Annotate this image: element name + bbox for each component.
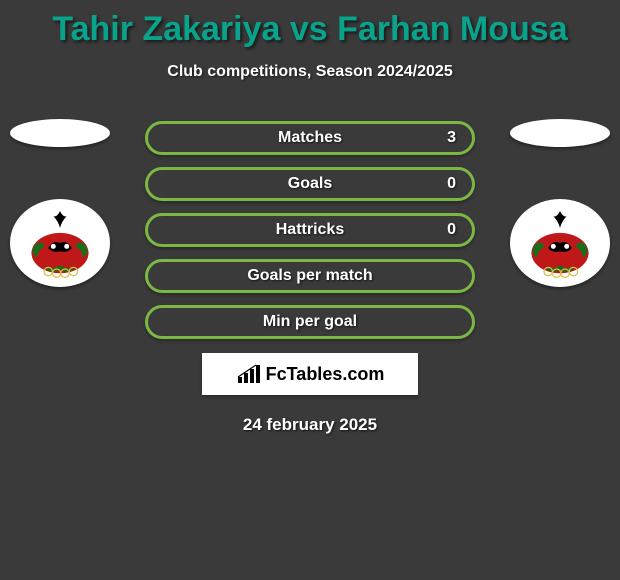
brand-badge: FcTables.com bbox=[202, 353, 418, 395]
comparison-card: Tahir Zakariya vs Farhan Mousa Club comp… bbox=[0, 0, 620, 580]
stat-label: Matches bbox=[278, 129, 342, 147]
footer-date: 24 february 2025 bbox=[0, 415, 620, 435]
stat-value-right: 3 bbox=[447, 129, 456, 147]
club-logo-left bbox=[10, 199, 110, 287]
stat-row-matches: Matches 3 bbox=[145, 121, 475, 155]
club-crest-icon bbox=[18, 205, 102, 281]
stat-label: Min per goal bbox=[263, 313, 357, 331]
club-crest-icon bbox=[518, 205, 602, 281]
stats-area: Matches 3 Goals 0 Hattricks 0 Goals per … bbox=[0, 121, 620, 339]
stat-value-right: 0 bbox=[447, 221, 456, 239]
page-title: Tahir Zakariya vs Farhan Mousa bbox=[0, 0, 620, 49]
subtitle: Club competitions, Season 2024/2025 bbox=[0, 63, 620, 81]
left-player-column bbox=[10, 121, 110, 287]
right-player-column bbox=[510, 121, 610, 287]
brand-text: FcTables.com bbox=[266, 364, 385, 385]
stat-label: Hattricks bbox=[276, 221, 344, 239]
stat-label: Goals per match bbox=[247, 267, 372, 285]
stat-label: Goals bbox=[288, 175, 332, 193]
stat-row-min-per-goal: Min per goal bbox=[145, 305, 475, 339]
stats-pills: Matches 3 Goals 0 Hattricks 0 Goals per … bbox=[145, 121, 475, 339]
stat-row-goals-per-match: Goals per match bbox=[145, 259, 475, 293]
club-logo-right bbox=[510, 199, 610, 287]
stat-row-goals: Goals 0 bbox=[145, 167, 475, 201]
stat-value-right: 0 bbox=[447, 175, 456, 193]
bar-chart-icon bbox=[236, 363, 262, 385]
stat-row-hattricks: Hattricks 0 bbox=[145, 213, 475, 247]
player-avatar-right bbox=[510, 119, 610, 147]
player-avatar-left bbox=[10, 119, 110, 147]
